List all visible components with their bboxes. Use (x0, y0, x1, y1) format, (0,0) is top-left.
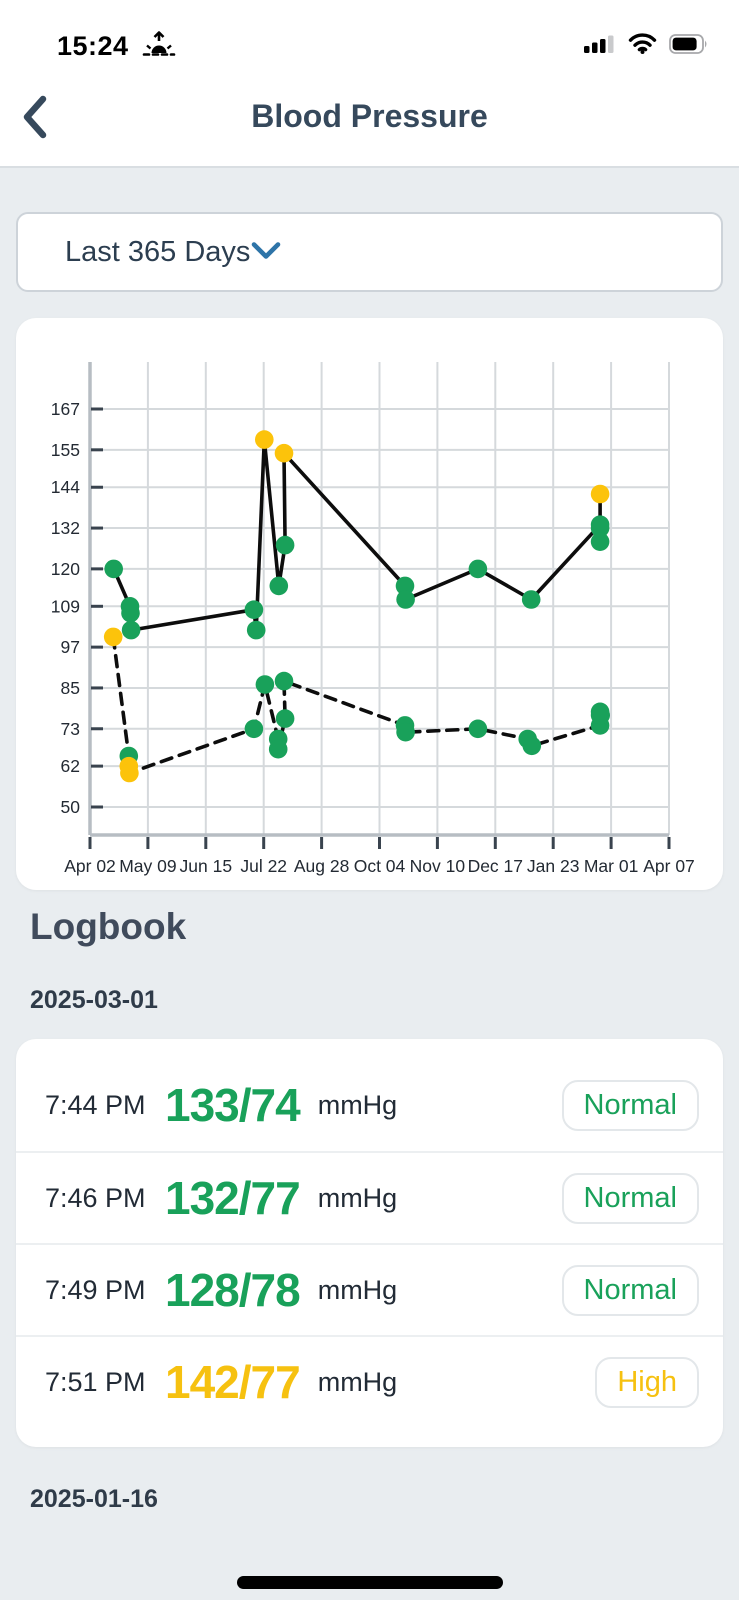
logbook-heading: Logbook (30, 906, 187, 947)
nav-bar: Blood Pressure (0, 66, 739, 166)
entry-reading: 142/77 (165, 1356, 301, 1408)
page-title: Blood Pressure (251, 97, 488, 134)
svg-text:Jun 15: Jun 15 (180, 856, 233, 876)
chevron-left-icon (16, 93, 52, 144)
top-bar-block: 15:24 (0, 0, 739, 168)
back-button[interactable] (10, 92, 58, 144)
date-range-select[interactable]: Last 365 Days (16, 212, 723, 292)
wifi-icon (628, 33, 657, 59)
entry-time: 7:49 PM (45, 1274, 146, 1305)
svg-text:Jul 22: Jul 22 (240, 856, 287, 876)
svg-text:144: 144 (51, 477, 80, 497)
date-range-selected-value: Last 365 Days (65, 235, 251, 268)
svg-text:Apr 07: Apr 07 (643, 856, 695, 876)
logbook-card: 7:44 PM 133/74 mmHg Normal 7:46 PM 132/77 mmHg… (16, 1039, 723, 1447)
entry-status-badge: Normal (561, 1264, 699, 1316)
home-indicator[interactable] (236, 1576, 503, 1589)
main-content: Last 365 Days 167 155 144 132 120 109 97 85 73 62… (0, 212, 739, 1514)
entry-time: 7:46 PM (45, 1182, 146, 1213)
entry-reading: 128/78 (165, 1264, 301, 1316)
entry-status-badge: Normal (561, 1172, 699, 1224)
logbook-groups: 2025-03-01 7:44 PM 133/74 mmHg Normal 7:46 PM… (16, 986, 723, 1514)
svg-text:62: 62 (61, 756, 80, 776)
status-bar: 15:24 (0, 0, 739, 66)
entry-unit: mmHg (317, 1366, 398, 1397)
svg-text:167: 167 (51, 399, 80, 419)
sunrise-icon (141, 30, 177, 62)
entry-reading: 132/77 (165, 1172, 301, 1224)
cellular-signal-icon (584, 34, 616, 59)
entry-unit: mmHg (317, 1274, 398, 1305)
svg-text:50: 50 (61, 797, 81, 817)
entry-time: 7:51 PM (45, 1366, 146, 1397)
svg-text:Jan 23: Jan 23 (527, 856, 580, 876)
svg-text:Nov 10: Nov 10 (410, 856, 466, 876)
svg-text:109: 109 (51, 596, 80, 616)
entry-unit: mmHg (317, 1089, 398, 1120)
svg-text:Aug 28: Aug 28 (294, 856, 349, 876)
svg-text:97: 97 (61, 637, 80, 657)
logbook-entry-row[interactable]: 7:46 PM 132/77 mmHg Normal (16, 1151, 723, 1243)
battery-icon (669, 33, 709, 59)
svg-text:73: 73 (61, 719, 80, 739)
logbook-date: 2025-01-16 (30, 1485, 158, 1513)
bp-chart-card: 167 155 144 132 120 109 97 85 73 62 50 Apr 02 May 09… (16, 318, 723, 890)
entry-status-badge: High (595, 1356, 699, 1408)
svg-text:May 09: May 09 (119, 856, 176, 876)
svg-text:Apr 02: Apr 02 (64, 856, 116, 876)
logbook-entry-row[interactable]: 7:51 PM 142/77 mmHg High (16, 1335, 723, 1427)
chevron-down-icon (250, 240, 282, 265)
svg-text:Oct 04: Oct 04 (354, 856, 406, 876)
svg-text:132: 132 (51, 518, 80, 538)
status-right-icons (584, 33, 709, 59)
entry-unit: mmHg (317, 1182, 398, 1213)
status-time: 15:24 (57, 30, 129, 61)
logbook-entry-row[interactable]: 7:49 PM 128/78 mmHg Normal (16, 1243, 723, 1335)
svg-text:120: 120 (51, 559, 80, 579)
svg-text:Mar 01: Mar 01 (584, 856, 638, 876)
logbook-entry-row[interactable]: 7:44 PM 133/74 mmHg Normal (16, 1059, 723, 1151)
svg-text:85: 85 (61, 678, 80, 698)
svg-text:155: 155 (51, 440, 80, 460)
bp-chart: 167 155 144 132 120 109 97 85 73 62 50 Apr 02 May 09… (51, 362, 695, 876)
entry-time: 7:44 PM (45, 1089, 146, 1120)
entry-status-badge: Normal (561, 1079, 699, 1131)
logbook-date: 2025-03-01 (30, 986, 158, 1014)
entry-reading: 133/74 (165, 1079, 301, 1131)
svg-text:Dec 17: Dec 17 (468, 856, 523, 876)
